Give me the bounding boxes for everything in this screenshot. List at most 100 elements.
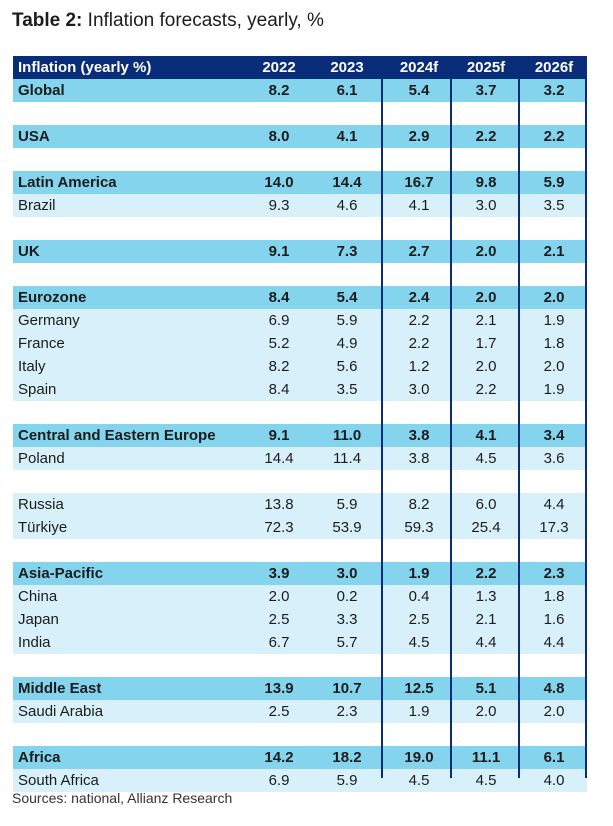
value-cell: 1.6 bbox=[543, 611, 565, 628]
value-cell: 9.1 bbox=[268, 243, 290, 260]
value-cell: 6.7 bbox=[268, 634, 290, 651]
value-cell: 72.3 bbox=[264, 519, 294, 536]
row-label: South Africa bbox=[18, 772, 99, 789]
value-cell: 8.2 bbox=[268, 358, 290, 375]
value-cell: 9.8 bbox=[475, 174, 497, 191]
value-cell: 8.4 bbox=[268, 289, 290, 306]
value-cell: 2.2 bbox=[408, 312, 430, 329]
value-cell: 3.0 bbox=[408, 381, 430, 398]
value-cell: 2.0 bbox=[543, 703, 565, 720]
value-cell: 0.4 bbox=[408, 588, 430, 605]
value-cell: 4.5 bbox=[475, 772, 497, 789]
value-cell: 3.7 bbox=[475, 82, 497, 99]
value-cell: 3.5 bbox=[543, 197, 565, 214]
value-cell: 5.6 bbox=[336, 358, 358, 375]
header-cell: 2026f bbox=[534, 59, 574, 76]
region-row: Africa 14.2 18.2 19.0 11.1 6.1 bbox=[13, 746, 587, 769]
header-cell: 2022 bbox=[262, 59, 296, 76]
row-label: Spain bbox=[18, 381, 57, 398]
value-cell: 9.1 bbox=[268, 427, 290, 444]
value-cell: 11.4 bbox=[332, 450, 362, 467]
value-cell: 4.4 bbox=[543, 634, 565, 651]
value-cell: 19.0 bbox=[404, 749, 434, 766]
country-row: Spain 8.4 3.5 3.0 2.2 1.9 bbox=[13, 378, 587, 401]
value-cell: 8.0 bbox=[268, 128, 290, 145]
value-cell: 7.3 bbox=[336, 243, 358, 260]
value-cell: 2.9 bbox=[408, 128, 430, 145]
value-cell: 2.0 bbox=[475, 243, 497, 260]
value-cell: 8.2 bbox=[268, 82, 290, 99]
row-label: Germany bbox=[18, 312, 80, 329]
value-cell: 6.1 bbox=[543, 749, 565, 766]
value-cell: 14.2 bbox=[264, 749, 294, 766]
region-row: Central and Eastern Europe 9.1 11.0 3.8 4.1 3… bbox=[13, 424, 587, 447]
value-cell: 3.9 bbox=[268, 565, 290, 582]
value-cell: 4.4 bbox=[543, 496, 565, 513]
value-cell: 14.4 bbox=[332, 174, 362, 191]
country-row: Germany 6.9 5.9 2.2 2.1 1.9 bbox=[13, 309, 587, 332]
value-cell: 3.5 bbox=[336, 381, 358, 398]
value-cell: 17.3 bbox=[539, 519, 569, 536]
value-cell: 2.3 bbox=[543, 565, 565, 582]
value-cell: 2.2 bbox=[475, 381, 497, 398]
value-cell: 1.9 bbox=[543, 312, 565, 329]
row-label: Central and Eastern Europe bbox=[18, 427, 216, 444]
table-title-bold: Table 2: bbox=[12, 10, 83, 31]
row-label: Africa bbox=[18, 749, 61, 766]
value-cell: 2.1 bbox=[543, 243, 565, 260]
region-row: Eurozone 8.4 5.4 2.4 2.0 2.0 bbox=[13, 286, 587, 309]
value-cell: 5.1 bbox=[475, 680, 497, 697]
row-label: Türkiye bbox=[18, 519, 68, 536]
value-cell: 4.1 bbox=[475, 427, 497, 444]
country-row: Saudi Arabia 2.5 2.3 1.9 2.0 2.0 bbox=[13, 700, 587, 723]
region-row: USA 8.0 4.1 2.9 2.2 2.2 bbox=[13, 125, 587, 148]
row-label: USA bbox=[18, 128, 50, 145]
country-row: India 6.7 5.7 4.5 4.4 4.4 bbox=[13, 631, 587, 654]
value-cell: 5.9 bbox=[336, 772, 358, 789]
value-cell: 59.3 bbox=[404, 519, 434, 536]
header-cell: 2023 bbox=[330, 59, 364, 76]
value-cell: 1.2 bbox=[408, 358, 430, 375]
table-title-text: Inflation forecasts, yearly, % bbox=[82, 10, 324, 31]
row-label: Asia-Pacific bbox=[18, 565, 104, 582]
header-cell: Inflation (yearly %) bbox=[18, 59, 152, 76]
row-label: Italy bbox=[18, 358, 46, 375]
value-cell: 2.1 bbox=[475, 312, 497, 329]
value-cell: 5.4 bbox=[336, 289, 358, 306]
region-row: Latin America 14.0 14.4 16.7 9.8 5.9 bbox=[13, 171, 587, 194]
value-cell: 8.2 bbox=[408, 496, 430, 513]
value-cell: 4.0 bbox=[543, 772, 565, 789]
value-cell: 5.9 bbox=[543, 174, 565, 191]
value-cell: 4.4 bbox=[475, 634, 497, 651]
value-cell: 25.4 bbox=[471, 519, 501, 536]
value-cell: 3.0 bbox=[336, 565, 358, 582]
forecast-divider bbox=[518, 56, 520, 778]
country-row: Brazil 9.3 4.6 4.1 3.0 3.5 bbox=[13, 194, 587, 217]
value-cell: 13.8 bbox=[264, 496, 294, 513]
value-cell: 4.9 bbox=[336, 335, 358, 352]
value-cell: 2.1 bbox=[475, 611, 497, 628]
value-cell: 53.9 bbox=[332, 519, 362, 536]
region-row: Global 8.2 6.1 5.4 3.7 3.2 bbox=[13, 79, 587, 102]
value-cell: 0.2 bbox=[336, 588, 358, 605]
value-cell: 2.2 bbox=[543, 128, 565, 145]
value-cell: 2.0 bbox=[268, 588, 290, 605]
table-title: Table 2: Inflation forecasts, yearly, % bbox=[12, 8, 324, 34]
row-label: Saudi Arabia bbox=[18, 703, 104, 720]
country-row: Italy 8.2 5.6 1.2 2.0 2.0 bbox=[13, 355, 587, 378]
value-cell: 5.4 bbox=[408, 82, 430, 99]
header-cell: 2025f bbox=[466, 59, 506, 76]
value-cell: 14.0 bbox=[264, 174, 294, 191]
value-cell: 1.9 bbox=[408, 703, 430, 720]
value-cell: 6.9 bbox=[268, 312, 290, 329]
value-cell: 4.1 bbox=[336, 128, 358, 145]
row-label: Japan bbox=[18, 611, 59, 628]
value-cell: 2.2 bbox=[408, 335, 430, 352]
value-cell: 16.7 bbox=[404, 174, 434, 191]
value-cell: 2.0 bbox=[475, 289, 497, 306]
country-row: France 5.2 4.9 2.2 1.7 1.8 bbox=[13, 332, 587, 355]
value-cell: 11.1 bbox=[471, 749, 501, 766]
value-cell: 2.5 bbox=[268, 611, 290, 628]
value-cell: 2.0 bbox=[543, 358, 565, 375]
row-label: UK bbox=[18, 243, 40, 260]
